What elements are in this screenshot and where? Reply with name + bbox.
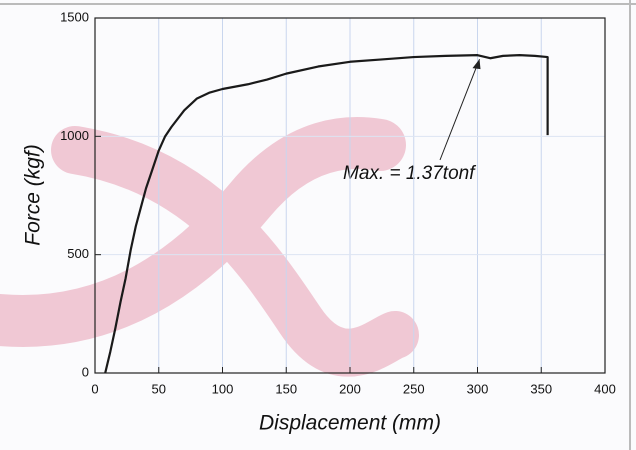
x-tick-label: 250 (403, 381, 425, 396)
y-tick-label: 1000 (60, 128, 89, 143)
watermark-stroke (51, 126, 419, 377)
y-tick-label: 1500 (60, 9, 89, 24)
x-axis-title: Displacement (mm) (259, 412, 441, 435)
x-tick-label: 150 (275, 381, 297, 396)
y-axis-title: Force (kgf) (22, 144, 45, 246)
x-tick-label: 400 (594, 381, 616, 396)
annotation-arrow (439, 58, 480, 161)
annotation-arrowhead (472, 59, 481, 70)
watermark-stroke (0, 117, 406, 347)
x-tick-label: 300 (467, 381, 489, 396)
watermark (0, 117, 419, 377)
x-tick-label: 100 (212, 381, 234, 396)
x-tick-label: 50 (152, 381, 166, 396)
y-tick-label: 0 (82, 364, 89, 379)
plot-frame (94, 17, 606, 374)
y-tick-label: 500 (67, 246, 89, 261)
x-tick-label: 200 (339, 381, 361, 396)
line (104, 54, 549, 374)
annotation: Max. = 1.37tonf (343, 163, 476, 184)
x-tick-label: 0 (91, 381, 98, 396)
x-tick-label: 350 (530, 381, 552, 396)
